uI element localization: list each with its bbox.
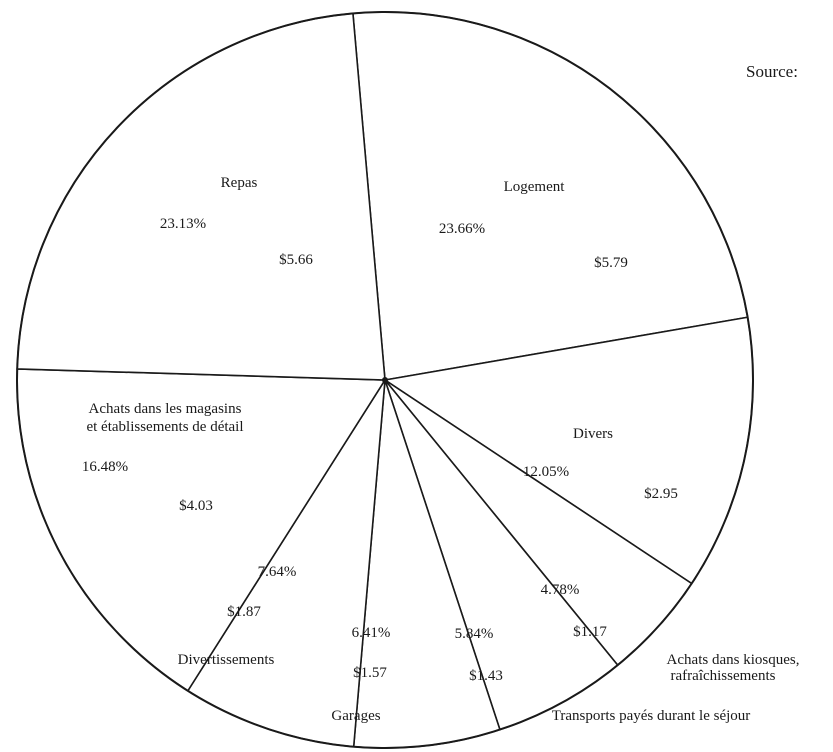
slice-value-divertissements: $1.87 [227, 604, 261, 620]
slice-percent-achats-dans-les-magasins-et-etablissements-de-detail: 16.48% [82, 459, 128, 475]
pie-center-dot [382, 377, 388, 383]
source-label: Source: [746, 62, 798, 81]
slice-value-garages: $1.57 [353, 665, 387, 681]
slice-label-repas: Repas [221, 175, 258, 191]
pie-slice-repas [16, 12, 386, 381]
slice-percent-divers: 12.05% [523, 464, 569, 480]
slice-percent-divertissements: 7.64% [258, 564, 297, 580]
pie-slice-logement [352, 11, 749, 381]
slice-value-achats-dans-kiosques-rafraichissements: $1.17 [573, 624, 607, 640]
slice-value-transports-payes-durant-le-sejour: $1.43 [469, 668, 503, 684]
slice-percent-garages: 6.41% [352, 625, 391, 641]
slice-label-achats-dans-les-magasins-et-etablissements-de-detail: Achats dans les magasins et établissement… [86, 401, 243, 435]
pie-outline [16, 11, 754, 749]
slice-label-divers: Divers [573, 426, 613, 442]
pie-labels: Logement 23.66% $5.79 Divers 12.05% $2.95 Acha… [82, 175, 800, 724]
slice-label-logement: Logement [504, 179, 566, 195]
slice-percent-repas: 23.13% [160, 216, 206, 232]
slice-label-transports-payes-durant-le-sejour: Transports payés durant le séjour [552, 708, 751, 724]
slice-label-divertissements: Divertissements [178, 652, 275, 668]
slice-label-garages: Garages [331, 708, 380, 724]
slice-percent-transports-payes-durant-le-sejour: 5.84% [455, 626, 494, 642]
slice-percent-achats-dans-kiosques-rafraichissements: 4.78% [541, 582, 580, 598]
slice-percent-logement: 23.66% [439, 221, 485, 237]
slice-value-repas: $5.66 [279, 252, 313, 268]
slice-label-achats-dans-kiosques-rafraichissements: Achats dans kiosques, rafraîchissements [667, 652, 800, 684]
slice-value-divers: $2.95 [644, 486, 678, 502]
slice-value-achats-dans-les-magasins-et-etablissements-de-detail: $4.03 [179, 498, 213, 514]
slice-value-logement: $5.79 [594, 255, 628, 271]
